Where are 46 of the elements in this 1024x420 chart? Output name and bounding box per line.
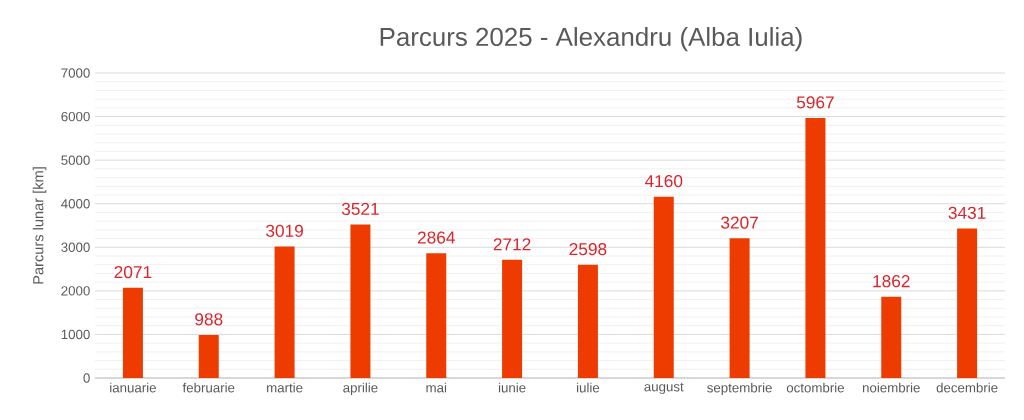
data-label: 3207 bbox=[721, 216, 758, 229]
data-label: 3019 bbox=[266, 224, 303, 237]
x-tick-label: septembrie bbox=[707, 382, 772, 396]
bar bbox=[653, 196, 674, 378]
chart-title: Parcurs 2025 - Alexandru (Alba Iulia) bbox=[380, 27, 802, 52]
data-label: 3521 bbox=[341, 202, 379, 216]
y-tick-label: 6000 bbox=[61, 111, 90, 122]
data-label: 4160 bbox=[644, 174, 683, 188]
data-label: 5967 bbox=[796, 96, 834, 109]
bar bbox=[577, 264, 598, 378]
x-tick-label: mai bbox=[426, 382, 447, 393]
x-tick-label: martie bbox=[267, 382, 303, 393]
data-label: 2864 bbox=[417, 231, 455, 244]
x-tick-label: august bbox=[644, 382, 684, 395]
x-tick-label: iulie bbox=[577, 382, 600, 393]
x-tick-label: decembrie bbox=[936, 382, 998, 393]
data-label: 988 bbox=[195, 313, 223, 326]
y-tick-label: 4000 bbox=[61, 199, 90, 209]
x-tick-label: aprilie bbox=[343, 382, 378, 396]
data-label: 2712 bbox=[493, 238, 531, 251]
bar bbox=[350, 224, 371, 378]
bar bbox=[122, 287, 143, 378]
x-tick-label: iunie bbox=[498, 382, 526, 393]
data-label: 2598 bbox=[569, 243, 607, 256]
bar bbox=[729, 238, 750, 378]
y-tick-label: 5000 bbox=[61, 155, 90, 165]
data-label: 2071 bbox=[114, 265, 152, 279]
x-tick-label: noiembrie bbox=[862, 382, 920, 393]
bar bbox=[426, 253, 447, 378]
x-tick-label: februarie bbox=[182, 382, 235, 393]
bar bbox=[957, 228, 978, 378]
y-tick-label: 3000 bbox=[61, 242, 90, 252]
bar bbox=[881, 296, 902, 378]
y-axis-title: Parcurs lunar [km] bbox=[32, 167, 47, 284]
bar bbox=[805, 118, 826, 378]
y-tick-label: 7000 bbox=[61, 68, 90, 78]
bar bbox=[502, 259, 523, 378]
x-tick-label: ianuarie bbox=[110, 382, 156, 393]
data-label: 1862 bbox=[873, 275, 910, 288]
y-tick-label: 2000 bbox=[61, 286, 90, 296]
bar bbox=[274, 246, 295, 378]
data-label: 3431 bbox=[948, 206, 986, 219]
y-tick-label: 1000 bbox=[61, 329, 90, 340]
y-tick-label: 0 bbox=[83, 373, 90, 383]
bar bbox=[198, 334, 219, 378]
x-tick-label: octombrie bbox=[786, 382, 844, 393]
